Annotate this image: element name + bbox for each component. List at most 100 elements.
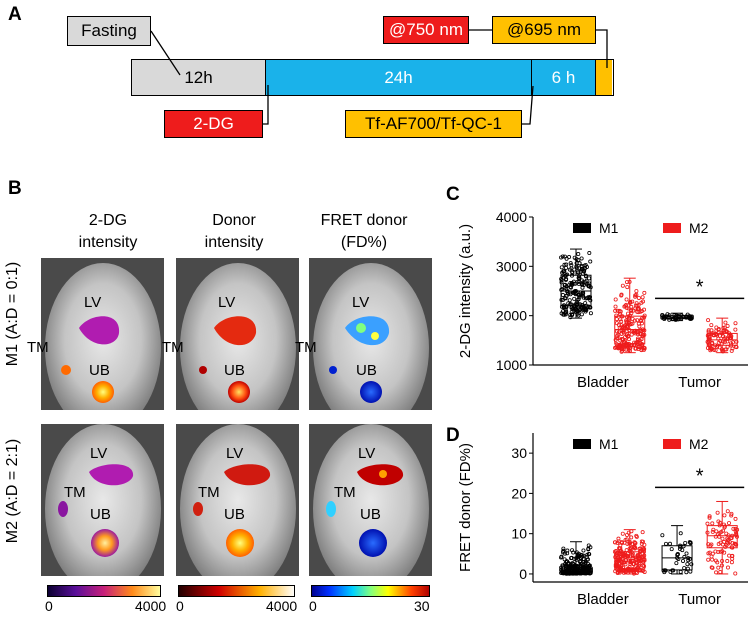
data-point (625, 532, 630, 537)
data-point (561, 275, 566, 280)
data-point (624, 324, 629, 329)
data-point (667, 317, 672, 322)
organ-ub-m2-2dg: UB (90, 506, 111, 523)
data-point (564, 560, 569, 565)
data-point (637, 344, 642, 349)
data-point (579, 256, 584, 261)
data-point (714, 529, 719, 534)
data-point (725, 565, 730, 570)
data-point (714, 570, 719, 575)
data-point (587, 251, 592, 256)
organ-lv-m2-fret: LV (358, 445, 376, 462)
chart-fret-donor: 0 10 20 30 FRET donor (FD%) M1 M2 Bladder Tumor * (457, 433, 748, 608)
data-point (622, 324, 627, 329)
panel-c-letter: C (446, 184, 460, 205)
organ-tm-m1-fret: TM (295, 339, 317, 356)
data-point (634, 569, 639, 574)
data-point (613, 297, 618, 302)
colorbar-fret-min: 0 (309, 598, 317, 614)
organ-tm-m2-2dg: TM (64, 484, 86, 501)
probe-label: Tf-AF700/Tf-QC-1 (345, 110, 522, 138)
col-header-fret-line1: FRET donor (320, 212, 408, 229)
data-point (624, 318, 629, 323)
data-point (709, 323, 714, 328)
organ-lv-m1-fret: LV (352, 294, 370, 311)
data-point (623, 554, 628, 559)
data-point (734, 531, 739, 536)
data-point (710, 529, 715, 534)
data-point (633, 346, 638, 351)
data-point (729, 511, 734, 516)
data-point (586, 565, 591, 570)
data-point (579, 312, 584, 317)
significance-star: * (696, 276, 704, 298)
data-point (687, 540, 692, 545)
colorbar-donor-max: 4000 (266, 598, 298, 614)
data-point (634, 289, 639, 294)
excitation-750-label: @750 nm (383, 16, 469, 44)
data-point (716, 550, 721, 555)
colorbar-2dg (47, 585, 161, 597)
legend-swatch (573, 439, 591, 449)
organ-tm-m1-2dg: TM (27, 339, 49, 356)
data-point (619, 293, 624, 298)
data-point (584, 554, 589, 559)
image-m2-fret (309, 424, 432, 576)
data-point (684, 551, 689, 556)
data-point (574, 550, 579, 555)
data-point (636, 321, 641, 326)
data-point (634, 534, 639, 539)
panel-b-letter: B (8, 178, 22, 199)
data-point (709, 554, 714, 559)
data-point (627, 322, 632, 327)
data-point (718, 570, 723, 575)
data-point (580, 304, 585, 309)
data-point (640, 342, 645, 347)
data-point (567, 298, 572, 303)
image-m1-donor (176, 258, 299, 410)
data-point (631, 330, 636, 335)
data-point (560, 254, 565, 259)
data-point (722, 513, 727, 518)
organ-lv-m1-donor: LV (218, 294, 236, 311)
data-point (559, 265, 564, 270)
data-point (586, 295, 591, 300)
data-point (577, 295, 582, 300)
timeline-24h-segment: 24h (266, 60, 532, 95)
data-point (617, 345, 622, 350)
data-point (723, 320, 728, 325)
data-point (616, 536, 621, 541)
data-point (620, 283, 625, 288)
data-point (642, 290, 647, 295)
data-point (667, 541, 672, 546)
data-point (628, 547, 633, 552)
data-point (705, 521, 710, 526)
data-point (620, 337, 625, 342)
data-point (583, 301, 588, 306)
data-point (614, 317, 619, 322)
data-point (586, 543, 591, 548)
data-point (733, 571, 738, 576)
data-point (577, 275, 582, 280)
category-label: Bladder (577, 374, 629, 391)
data-point (569, 263, 574, 268)
data-point (706, 328, 711, 333)
organ-tm-m2-donor: TM (198, 484, 220, 501)
data-point (630, 552, 635, 557)
data-point (626, 566, 631, 571)
organ-ub-m1-donor: UB (224, 362, 245, 379)
data-point (723, 335, 728, 340)
data-point (617, 550, 622, 555)
data-point (618, 566, 623, 571)
data-point (624, 537, 629, 542)
colorbar-2dg-max: 4000 (135, 598, 167, 614)
data-point (729, 348, 734, 353)
data-point (710, 565, 715, 570)
data-point (664, 541, 669, 546)
data-point (621, 346, 626, 351)
data-point (707, 515, 712, 520)
data-point (619, 325, 624, 330)
data-point (621, 330, 626, 335)
panel-a-connectors (150, 29, 608, 125)
legend-label: M1 (599, 220, 619, 236)
